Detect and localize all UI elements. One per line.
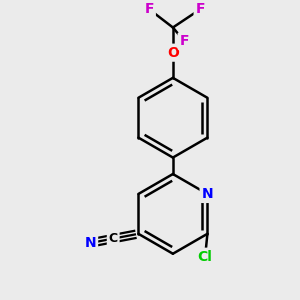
Text: N: N	[202, 187, 213, 201]
Text: C: C	[109, 232, 118, 245]
Text: O: O	[167, 46, 179, 60]
Text: N: N	[85, 236, 96, 250]
Text: F: F	[180, 34, 189, 48]
Text: F: F	[196, 2, 205, 16]
Text: F: F	[144, 2, 154, 16]
Text: Cl: Cl	[198, 250, 213, 264]
